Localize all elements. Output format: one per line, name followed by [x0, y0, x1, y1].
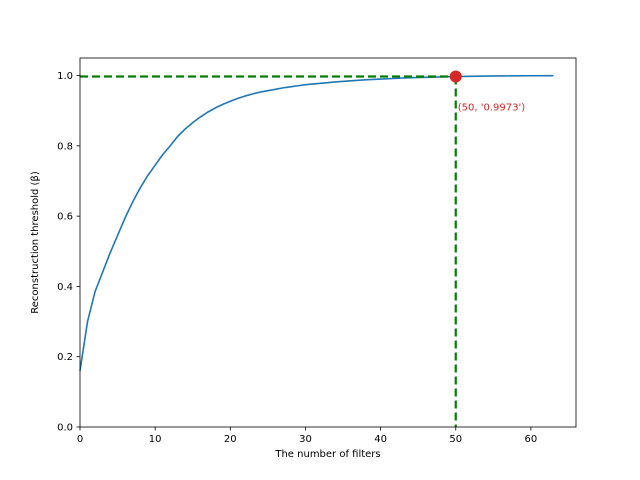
- highlight-point: [449, 70, 462, 83]
- x-tick-label: 40: [374, 434, 387, 445]
- labels-layer: The number of filters Reconstruction thr…: [30, 171, 381, 460]
- y-tick-label: 0.6: [57, 212, 73, 223]
- y-tick-label: 0.0: [57, 423, 73, 434]
- axes-frame: [79, 57, 577, 428]
- x-tick-label: 10: [149, 434, 162, 445]
- annotation-layer: (50, '0.9973'): [458, 103, 525, 114]
- highlight-label: (50, '0.9973'): [458, 103, 525, 114]
- x-tick-label: 50: [449, 434, 462, 445]
- y-tick-label: 0.4: [57, 282, 73, 293]
- y-tick-label: 0.8: [57, 141, 73, 152]
- plot-background: [80, 58, 576, 427]
- guides-layer: [80, 70, 462, 427]
- x-tick-label: 20: [224, 434, 237, 445]
- y-tick-label: 0.2: [57, 352, 73, 363]
- axes-layer: [79, 57, 577, 428]
- x-tick-label: 30: [299, 434, 312, 445]
- x-axis-label: The number of filters: [274, 449, 380, 460]
- x-tick-label: 0: [77, 434, 83, 445]
- x-tick-label: 60: [525, 434, 538, 445]
- y-tick-label: 1.0: [57, 71, 73, 82]
- y-axis-label: Reconstruction threshold (β): [30, 171, 41, 314]
- plot-area: [80, 58, 576, 427]
- ticks-layer: 0 10 20 30 40 50 60 0.0 0.2 0.4 0.6 0.8 1.0: [57, 71, 537, 445]
